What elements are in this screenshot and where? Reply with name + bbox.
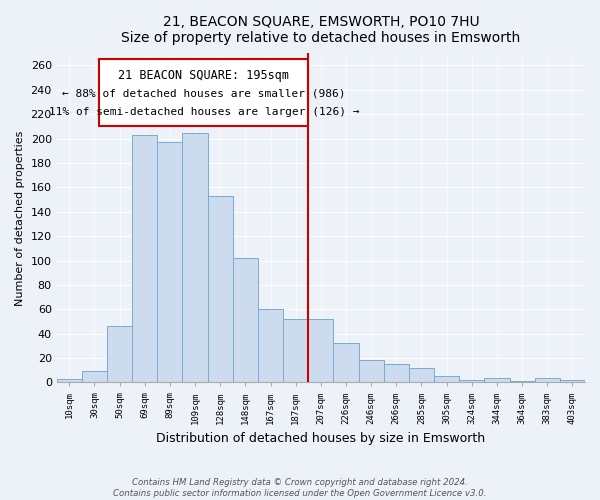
Text: 11% of semi-detached houses are larger (126) →: 11% of semi-detached houses are larger (…	[49, 107, 359, 117]
Y-axis label: Number of detached properties: Number of detached properties	[15, 130, 25, 306]
Bar	[208, 196, 233, 382]
Bar	[484, 378, 509, 382]
Bar	[434, 376, 459, 382]
Bar	[157, 142, 182, 382]
Bar	[308, 319, 334, 382]
Text: Contains HM Land Registry data © Crown copyright and database right 2024.
Contai: Contains HM Land Registry data © Crown c…	[113, 478, 487, 498]
Bar	[56, 378, 82, 382]
Bar	[283, 319, 308, 382]
Bar	[384, 364, 409, 382]
Bar	[233, 258, 258, 382]
Bar	[409, 368, 434, 382]
Bar	[560, 380, 585, 382]
Bar	[107, 326, 132, 382]
Bar	[182, 132, 208, 382]
Text: 21 BEACON SQUARE: 195sqm: 21 BEACON SQUARE: 195sqm	[118, 69, 289, 82]
X-axis label: Distribution of detached houses by size in Emsworth: Distribution of detached houses by size …	[156, 432, 485, 445]
Text: ← 88% of detached houses are smaller (986): ← 88% of detached houses are smaller (98…	[62, 88, 346, 99]
Bar	[509, 381, 535, 382]
Bar	[334, 344, 359, 382]
Bar	[82, 372, 107, 382]
Bar	[535, 378, 560, 382]
Bar	[258, 310, 283, 382]
Bar	[132, 135, 157, 382]
Title: 21, BEACON SQUARE, EMSWORTH, PO10 7HU
Size of property relative to detached hous: 21, BEACON SQUARE, EMSWORTH, PO10 7HU Si…	[121, 15, 520, 45]
FancyBboxPatch shape	[100, 60, 308, 126]
Bar	[459, 380, 484, 382]
Bar	[359, 360, 384, 382]
